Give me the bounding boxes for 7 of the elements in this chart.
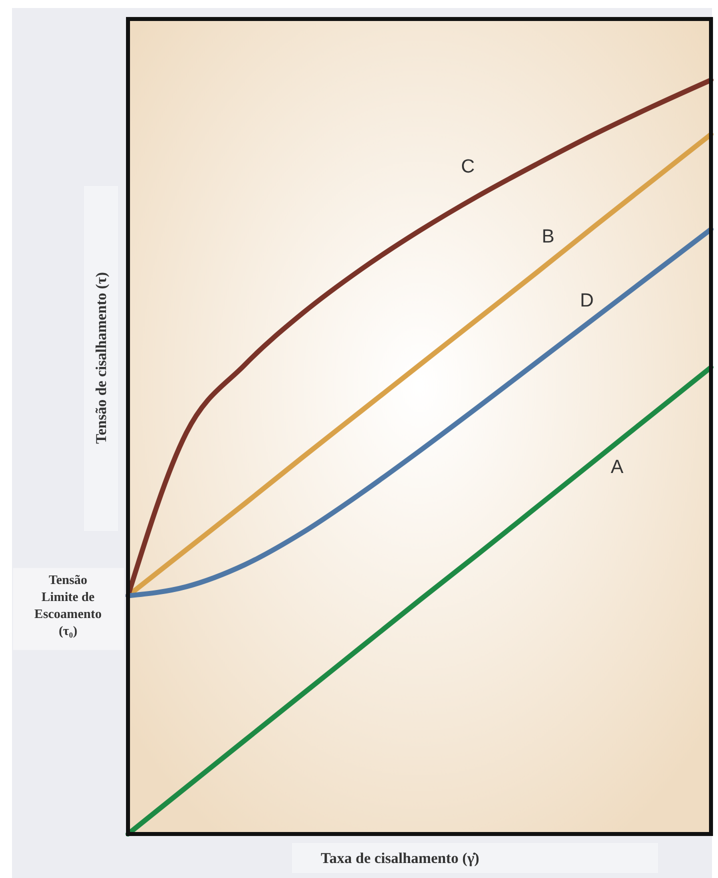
text: Tensão Limite de Escoamento (τ₀) — [34, 572, 102, 638]
y-axis-title: Tensão de cisalhamento (τ) — [94, 272, 110, 444]
x-axis-title: Taxa de cisalhamento (γ̇) — [320, 851, 480, 867]
series-label: B — [542, 226, 554, 248]
series-label: A — [610, 457, 624, 478]
series-label: C — [461, 156, 475, 178]
series-label: D — [580, 290, 594, 312]
